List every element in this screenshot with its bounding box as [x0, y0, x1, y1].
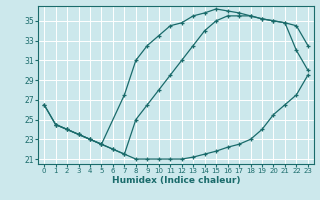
- X-axis label: Humidex (Indice chaleur): Humidex (Indice chaleur): [112, 176, 240, 185]
